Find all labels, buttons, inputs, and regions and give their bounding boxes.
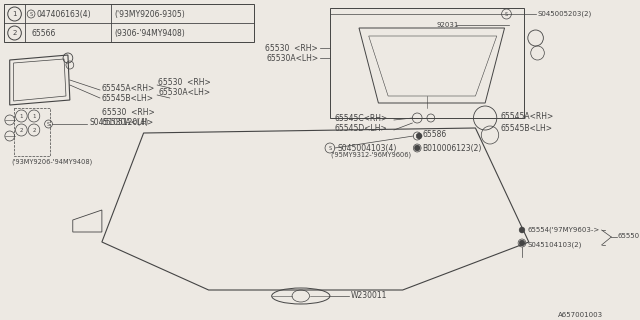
Text: ('93MY9206-'94MY9408): ('93MY9206-'94MY9408)	[12, 159, 93, 165]
Text: 65530A<LH>: 65530A<LH>	[158, 87, 211, 97]
Text: S: S	[47, 122, 50, 126]
Text: (9306-'94MY9408): (9306-'94MY9408)	[115, 28, 185, 37]
Text: S045105120(4): S045105120(4)	[89, 117, 148, 126]
Text: W230011: W230011	[351, 292, 388, 300]
Text: 047406163(4): 047406163(4)	[37, 10, 92, 19]
Text: 65545A<RH>: 65545A<RH>	[500, 111, 554, 121]
Text: S045004103(4): S045004103(4)	[338, 143, 397, 153]
Text: 65545C<RH>: 65545C<RH>	[335, 114, 388, 123]
Text: S: S	[505, 12, 508, 17]
Bar	[330, 8, 524, 118]
Text: S045104103(2): S045104103(2)	[528, 242, 582, 248]
Circle shape	[519, 240, 525, 246]
Text: 2: 2	[12, 30, 17, 36]
Text: 2: 2	[20, 127, 23, 132]
Text: 1: 1	[32, 114, 36, 118]
Bar	[4, 4, 254, 42]
Text: S: S	[328, 146, 332, 150]
Text: 65554('97MY9603->: 65554('97MY9603->	[528, 227, 600, 233]
Text: ('93MY9206-9305): ('93MY9206-9305)	[115, 10, 185, 19]
Text: S: S	[520, 241, 524, 245]
Text: S045005203(2): S045005203(2)	[538, 11, 592, 17]
Text: ('95MY9312-'96MY9606): ('95MY9312-'96MY9606)	[330, 152, 411, 158]
Text: 65530  <RH>: 65530 <RH>	[266, 44, 318, 52]
Text: 92031: 92031	[436, 22, 459, 28]
Circle shape	[414, 145, 420, 151]
Text: S: S	[29, 12, 33, 17]
Text: 65550: 65550	[617, 233, 639, 239]
Text: B010006123(2): B010006123(2)	[422, 143, 481, 153]
Circle shape	[416, 133, 422, 139]
Text: 65566: 65566	[31, 28, 56, 37]
Bar	[13, 108, 51, 156]
Text: 65545B<LH>: 65545B<LH>	[500, 124, 553, 132]
Text: B: B	[415, 146, 419, 150]
Text: 1: 1	[20, 114, 23, 118]
Text: 65545B<LH>: 65545B<LH>	[102, 93, 154, 102]
Text: 65545A<RH>: 65545A<RH>	[102, 84, 155, 92]
Text: 65545D<LH>: 65545D<LH>	[335, 124, 387, 132]
Text: 65530  <RH>: 65530 <RH>	[102, 108, 155, 116]
Text: A657001003: A657001003	[558, 312, 603, 318]
Circle shape	[519, 227, 525, 233]
Text: 65586: 65586	[422, 130, 446, 139]
Text: S: S	[415, 133, 419, 139]
Text: 2: 2	[32, 127, 36, 132]
Text: 1: 1	[12, 11, 17, 17]
Text: 65530  <RH>: 65530 <RH>	[158, 77, 211, 86]
Text: 65530A<LH>: 65530A<LH>	[102, 117, 154, 126]
Text: 65530A<LH>: 65530A<LH>	[266, 53, 318, 62]
